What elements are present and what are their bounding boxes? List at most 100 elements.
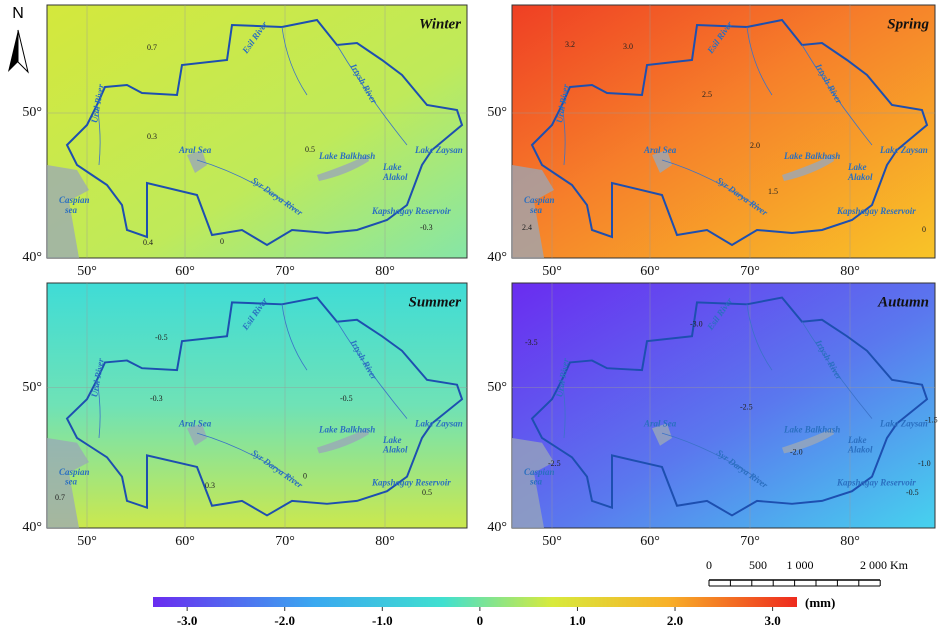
map-content <box>46 283 467 529</box>
lat-label: 40° <box>22 250 42 265</box>
place-label: Caspian <box>59 467 90 477</box>
contour-label: -2.5 <box>548 459 561 468</box>
contour-label: 0.4 <box>143 238 153 247</box>
lat-label: 40° <box>487 520 507 535</box>
contour-label: 2.4 <box>522 223 532 232</box>
panel-title: Autumn <box>877 294 929 310</box>
lon-label: 60° <box>175 264 195 279</box>
lon-label: 80° <box>375 534 395 549</box>
contour-label: 0.7 <box>55 493 65 502</box>
panel-title: Spring <box>887 16 929 32</box>
lon-label: 80° <box>375 264 395 279</box>
contour-label: -0.5 <box>155 333 168 342</box>
contour-label: 0.3 <box>205 481 215 490</box>
lon-label: 70° <box>740 534 760 549</box>
panel-title: Winter <box>419 16 461 32</box>
place-label: sea <box>529 205 542 215</box>
contour-label: 1.5 <box>768 187 778 196</box>
scale-label: 2 000 Km <box>860 558 909 572</box>
place-label: Lake Balkhash <box>783 151 840 161</box>
contour-label: -3.0 <box>690 319 703 328</box>
place-label: Lake Zaysan <box>414 418 463 428</box>
place-label: Aral Sea <box>643 145 677 155</box>
contour-label: -0.3 <box>150 394 163 403</box>
place-label: Lake Zaysan <box>414 145 463 155</box>
place-label: Caspian <box>59 195 90 205</box>
lon-label: 50° <box>542 264 562 279</box>
lon-label: 50° <box>542 534 562 549</box>
contour-label: -0.5 <box>906 488 919 497</box>
panel-background <box>46 282 468 529</box>
colorbar-label: 1.0 <box>569 613 585 628</box>
scale-label: 500 <box>749 558 767 572</box>
place-label: Lake Balkhash <box>318 424 375 434</box>
place-label: Aral Sea <box>643 418 677 428</box>
map-content <box>511 5 935 259</box>
place-label: Alakol <box>382 172 408 182</box>
contour-label: 0.5 <box>422 488 432 497</box>
colorbar-label: -1.0 <box>372 613 393 628</box>
place-label: Lake Zaysan <box>879 418 928 428</box>
place-label: Aral Sea <box>178 418 212 428</box>
lon-label: 80° <box>840 264 860 279</box>
north-arrow: N <box>8 5 29 74</box>
colorbar-unit: (mm) <box>805 595 835 610</box>
contour-label: -0.3 <box>420 223 433 232</box>
place-label: Aral Sea <box>178 145 212 155</box>
contour-label: 2.0 <box>750 141 760 150</box>
place-label: Kapshagay Reservoir <box>836 478 916 488</box>
contour-label: -2.0 <box>790 447 803 456</box>
lat-label: 40° <box>22 520 42 535</box>
place-label: Lake <box>382 435 402 445</box>
lat-label: 50° <box>487 105 507 120</box>
scale-bar: 0 500 1 000 2 000 Km <box>706 558 909 587</box>
lon-label: 80° <box>840 534 860 549</box>
colorbar-label: 0 <box>477 613 484 628</box>
colorbar-label: -3.0 <box>177 613 198 628</box>
lon-label: 50° <box>77 534 97 549</box>
colorbar-label: 3.0 <box>764 613 780 628</box>
lon-label: 70° <box>275 264 295 279</box>
place-label: Lake <box>847 162 867 172</box>
lon-label: 60° <box>640 264 660 279</box>
place-label: sea <box>64 477 77 487</box>
colorbar-label: 2.0 <box>667 613 683 628</box>
place-label: Caspian <box>524 467 555 477</box>
place-label: Kapshagay Reservoir <box>371 478 451 488</box>
lon-label: 60° <box>175 534 195 549</box>
contour-label: -2.5 <box>740 403 753 412</box>
place-label: Lake <box>847 435 867 445</box>
lat-label: 50° <box>22 105 42 120</box>
contour-label: 0 <box>922 225 926 234</box>
lat-label: 50° <box>22 380 42 395</box>
place-label: Lake <box>382 162 402 172</box>
place-label: Lake Zaysan <box>879 145 928 155</box>
scale-label: 0 <box>706 558 712 572</box>
lon-label: 50° <box>77 264 97 279</box>
contour-label: 0.5 <box>305 145 315 154</box>
contour-label: -1.5 <box>925 415 938 424</box>
place-label: Alakol <box>847 445 873 455</box>
place-label: Kapshagay Reservoir <box>371 206 451 216</box>
contour-label: 0 <box>303 472 307 481</box>
place-label: Alakol <box>382 445 408 455</box>
colorbar: -3.0 -2.0 -1.0 0 1.0 2.0 3.0 (mm) <box>153 595 835 628</box>
contour-label: 0 <box>220 237 224 246</box>
panel-background <box>46 4 468 259</box>
north-label: N <box>12 5 24 22</box>
contour-label: 0.7 <box>147 43 157 52</box>
panel-background <box>511 4 936 259</box>
contour-label: 2.5 <box>702 90 712 99</box>
lon-label: 60° <box>640 534 660 549</box>
map-content <box>511 283 935 529</box>
lon-label: 70° <box>740 264 760 279</box>
lon-label: 70° <box>275 534 295 549</box>
place-label: Lake Balkhash <box>318 151 375 161</box>
place-label: Kapshagay Reservoir <box>836 206 916 216</box>
